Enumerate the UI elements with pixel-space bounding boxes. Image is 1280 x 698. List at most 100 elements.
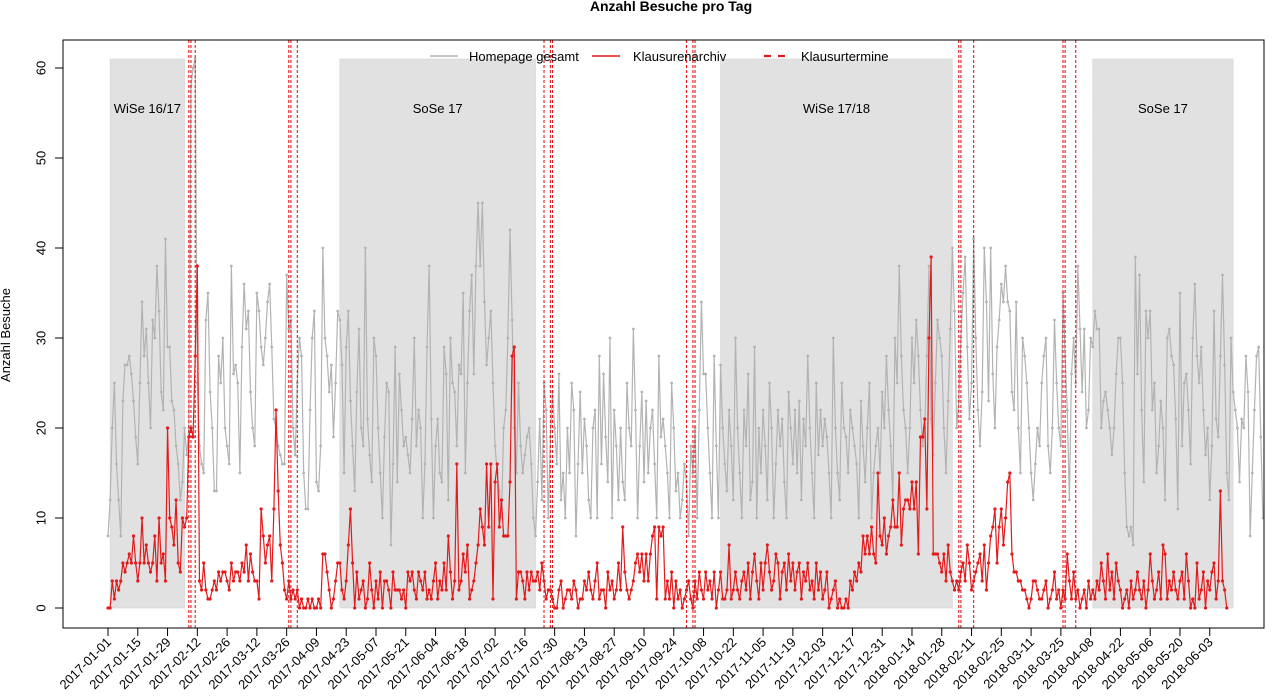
data-point	[1212, 309, 1216, 313]
data-point	[249, 390, 252, 394]
data-point	[612, 408, 616, 412]
data-point	[736, 426, 739, 430]
data-point	[217, 354, 221, 358]
data-point	[682, 462, 686, 466]
data-point	[234, 363, 238, 367]
data-point	[657, 525, 661, 529]
data-point	[483, 300, 486, 304]
data-point	[204, 318, 208, 322]
data-point	[835, 606, 840, 610]
data-point	[489, 462, 493, 466]
data-point	[255, 291, 259, 295]
data-point	[461, 291, 465, 295]
semester-band-3	[1092, 58, 1234, 609]
data-point	[806, 561, 810, 565]
data-point	[674, 579, 678, 583]
data-point	[755, 579, 759, 583]
data-point	[801, 570, 806, 574]
data-point	[646, 471, 650, 475]
data-point	[944, 471, 948, 475]
data-point	[823, 588, 827, 592]
data-point	[423, 570, 427, 574]
data-point	[791, 462, 795, 466]
data-point	[527, 588, 531, 592]
data-point	[636, 516, 640, 520]
data-point	[663, 597, 667, 601]
data-point	[368, 453, 372, 457]
data-point	[459, 579, 463, 583]
data-point	[1059, 444, 1063, 448]
data-point	[359, 426, 363, 430]
data-point	[1180, 444, 1184, 448]
data-point	[410, 417, 414, 421]
data-point	[132, 399, 135, 403]
data-point	[553, 426, 557, 430]
data-point	[1063, 597, 1067, 601]
semester-band-label: SoSe 17	[413, 101, 463, 116]
data-point	[1218, 489, 1222, 493]
data-point	[1240, 417, 1244, 421]
data-point	[534, 534, 537, 538]
data-point	[433, 561, 438, 565]
data-point	[236, 381, 240, 385]
data-point	[223, 570, 227, 574]
data-point	[1216, 435, 1220, 439]
data-point	[349, 399, 352, 403]
data-point	[123, 570, 127, 574]
data-point	[793, 588, 797, 592]
data-point	[695, 516, 699, 520]
data-point	[636, 552, 640, 556]
data-point	[212, 489, 216, 493]
data-point	[153, 336, 157, 340]
data-point	[332, 435, 335, 439]
data-point	[831, 336, 835, 340]
data-point	[533, 579, 538, 583]
data-point	[727, 543, 731, 547]
data-point	[853, 444, 856, 448]
data-point	[1206, 426, 1210, 430]
data-point	[108, 498, 112, 502]
data-point	[580, 597, 584, 601]
data-point	[331, 597, 336, 601]
data-point	[536, 480, 540, 484]
data-point	[784, 588, 789, 592]
data-point	[789, 579, 793, 583]
data-point	[1095, 579, 1099, 583]
data-point	[846, 606, 850, 610]
data-point	[170, 399, 174, 403]
data-point	[157, 516, 161, 520]
data-point	[1182, 597, 1186, 601]
data-point	[595, 561, 599, 565]
data-point	[1221, 273, 1224, 277]
data-point	[1195, 561, 1199, 565]
data-point	[144, 543, 148, 547]
data-point	[199, 588, 204, 592]
data-point	[1208, 498, 1212, 502]
data-point	[278, 453, 282, 457]
data-point	[1025, 381, 1029, 385]
data-point	[925, 507, 929, 511]
data-point	[770, 588, 774, 592]
data-point	[121, 399, 125, 403]
data-point	[155, 264, 159, 268]
data-point	[293, 453, 297, 457]
data-point	[310, 336, 314, 340]
series-klausurenarchiv	[106, 255, 1229, 610]
data-point	[408, 471, 412, 475]
data-point	[927, 264, 931, 268]
data-point	[436, 597, 440, 601]
data-point	[346, 309, 350, 313]
data-point	[363, 606, 367, 610]
data-point	[1187, 408, 1190, 412]
data-point	[618, 588, 623, 592]
data-point	[1108, 588, 1112, 592]
data-point	[848, 579, 852, 583]
data-point	[765, 543, 769, 547]
data-point	[365, 597, 370, 601]
data-point	[334, 381, 337, 385]
data-point	[940, 570, 944, 574]
data-point	[1191, 597, 1195, 601]
data-point	[910, 336, 914, 340]
data-point	[219, 579, 223, 583]
